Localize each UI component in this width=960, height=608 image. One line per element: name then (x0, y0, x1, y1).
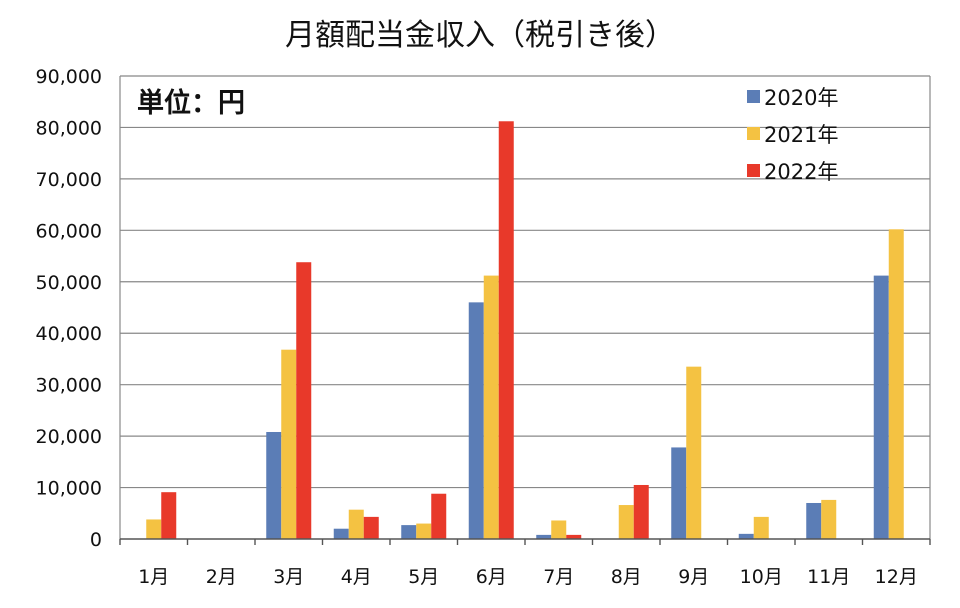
legend-swatch (747, 164, 760, 177)
bar (618, 505, 634, 539)
bar (686, 366, 702, 539)
y-tick-label: 10,000 (36, 478, 102, 500)
bar (633, 484, 649, 539)
bar (146, 519, 162, 539)
legend-label: 2022年 (764, 160, 838, 184)
y-tick-label: 50,000 (36, 272, 102, 294)
x-tick-label: 8月 (611, 566, 642, 588)
y-tick-label: 0 (90, 529, 102, 551)
x-tick-label: 12月 (875, 566, 918, 588)
bar (821, 499, 837, 539)
x-tick-label: 2月 (206, 566, 237, 588)
bar (416, 523, 432, 539)
bar (431, 493, 447, 539)
bar (671, 447, 687, 539)
bar (483, 275, 499, 539)
legend-swatch (747, 127, 760, 140)
unit-label: 単位：円 (137, 87, 245, 119)
bar (348, 509, 364, 539)
bar (266, 431, 282, 539)
legend-swatch (747, 90, 760, 103)
y-tick-label: 40,000 (36, 323, 102, 345)
bar (281, 349, 297, 539)
bar (806, 502, 822, 539)
x-axis-ticks: 1月 2月 3月 4月 5月 6月 7月 8月 9月 10月 11月 12月 (119, 539, 931, 588)
grid-lines (119, 75, 931, 539)
bar (468, 302, 484, 539)
legend-label: 2020年 (764, 86, 838, 110)
chart-title: 月額配当金収入（税引き後） (285, 18, 675, 53)
legend: 2020年 2021年 2022年 (747, 86, 838, 184)
bars (146, 121, 904, 539)
bar (753, 516, 769, 539)
y-tick-label: 80,000 (36, 117, 102, 139)
x-tick-label: 6月 (476, 566, 507, 588)
x-tick-label: 1月 (138, 566, 169, 588)
x-tick-label: 7月 (543, 566, 574, 588)
bar (566, 534, 582, 539)
x-tick-label: 4月 (341, 566, 372, 588)
y-axis-ticks: 0 10,000 20,000 30,000 40,000 50,000 60,000 70,… (36, 66, 102, 551)
bar (296, 262, 312, 539)
y-tick-label: 90,000 (36, 66, 102, 88)
bar (738, 533, 754, 539)
x-tick-label: 5月 (408, 566, 439, 588)
bar (498, 121, 514, 539)
bar (363, 516, 379, 539)
legend-label: 2021年 (764, 123, 838, 147)
bar (401, 525, 417, 539)
x-tick-label: 9月 (678, 566, 709, 588)
bar (536, 534, 552, 539)
bar (888, 229, 904, 539)
y-tick-label: 20,000 (36, 426, 102, 448)
y-tick-label: 70,000 (36, 169, 102, 191)
bar (873, 275, 889, 539)
y-tick-label: 60,000 (36, 220, 102, 242)
y-tick-label: 30,000 (36, 375, 102, 397)
bar (333, 528, 349, 539)
x-tick-label: 3月 (273, 566, 304, 588)
x-tick-label: 10月 (740, 566, 783, 588)
bar (551, 520, 567, 539)
x-tick-label: 11月 (807, 566, 850, 588)
bar (161, 492, 177, 539)
